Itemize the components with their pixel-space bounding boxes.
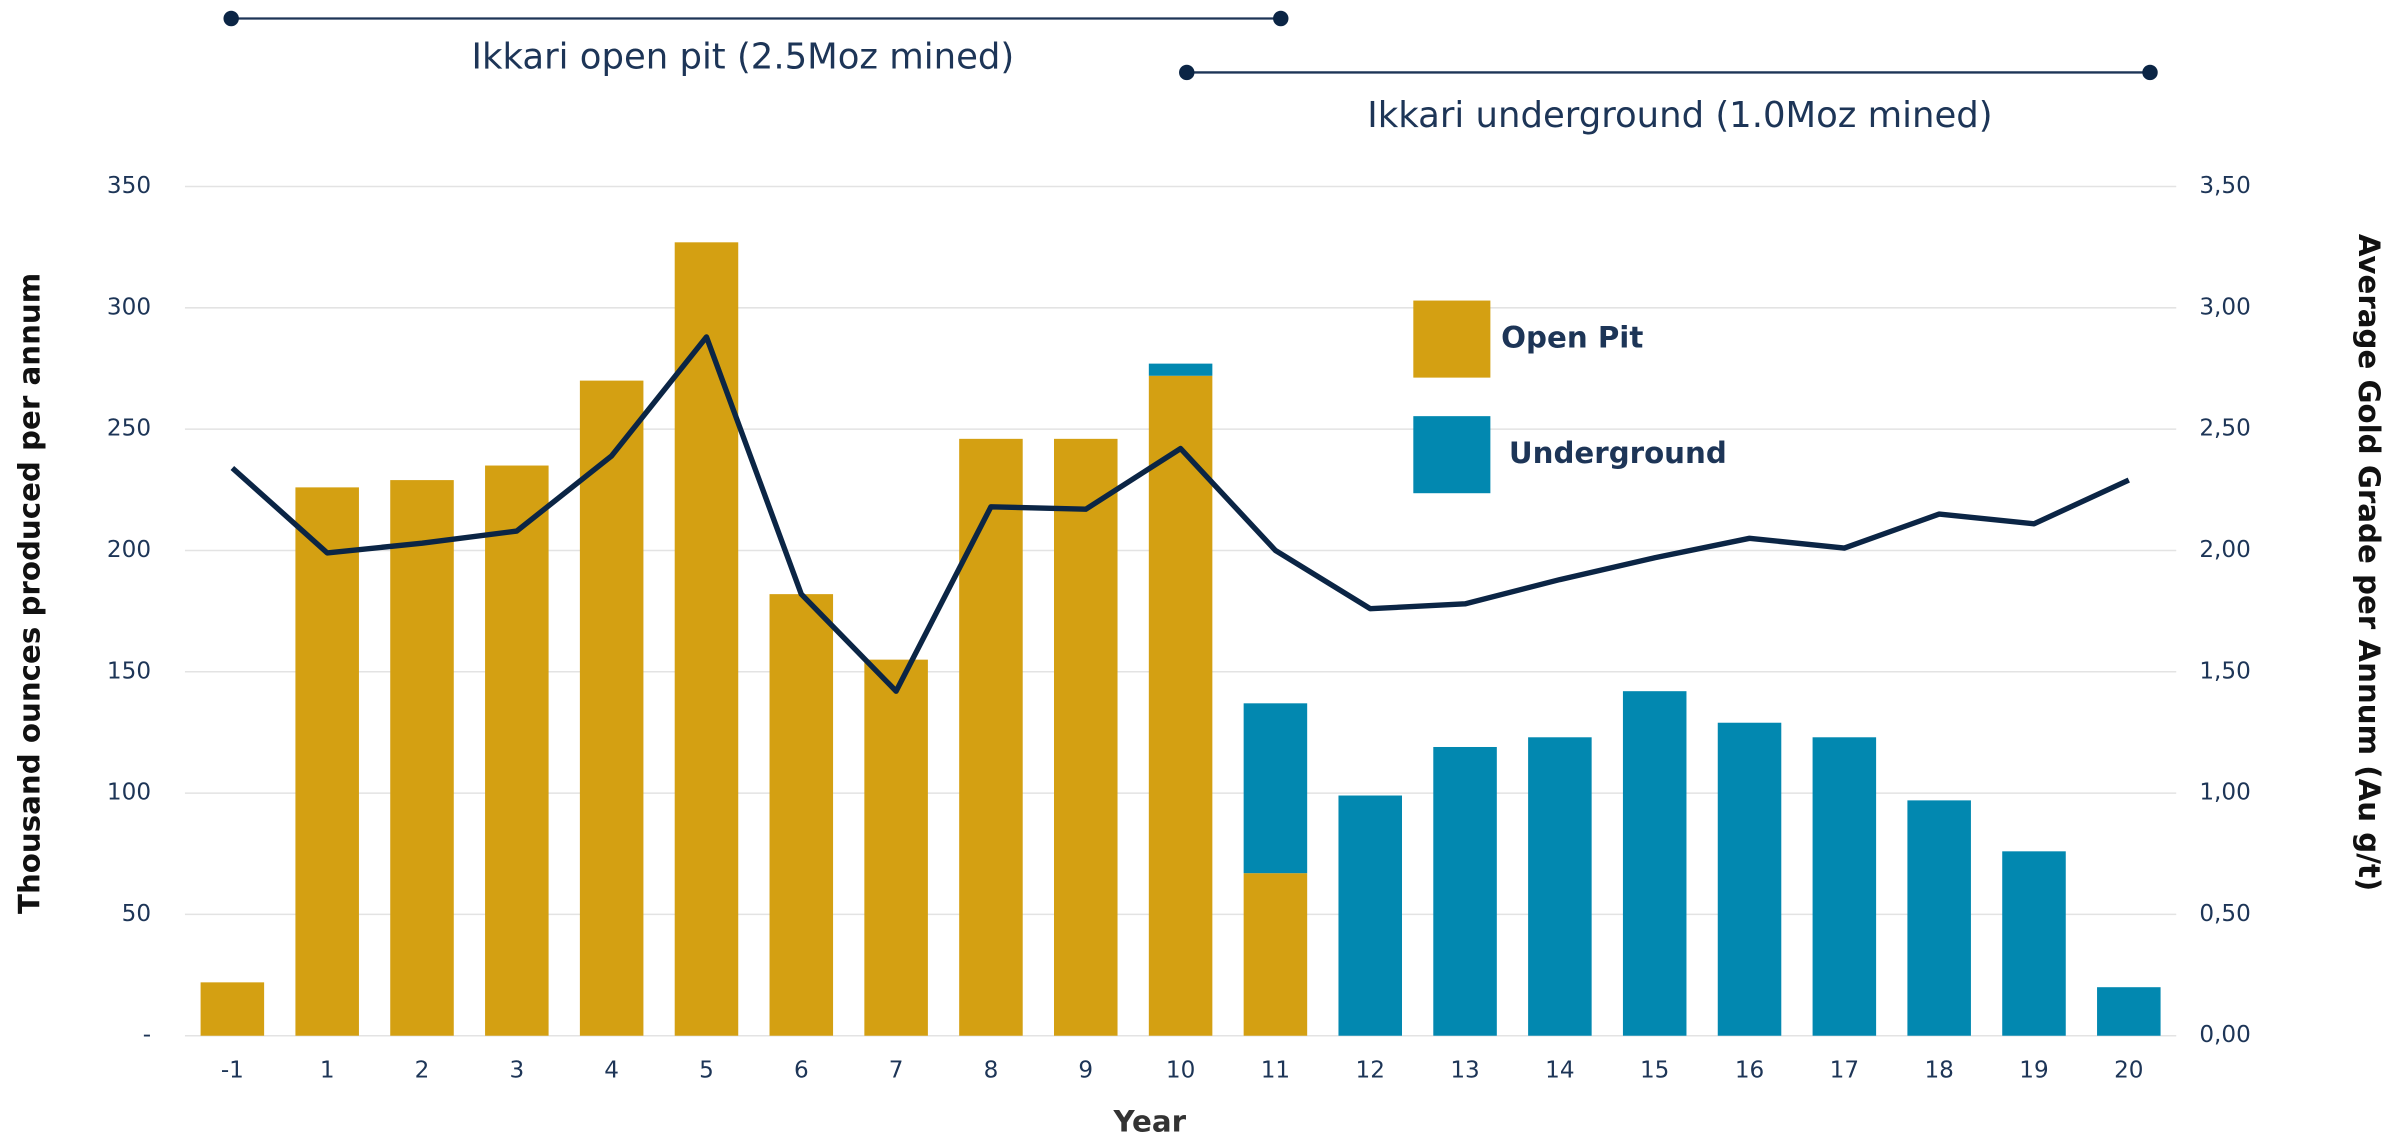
y-axis-label: Thousand ounces produced per annum — [12, 273, 46, 914]
legend-swatch — [1413, 300, 1491, 378]
bar — [390, 480, 454, 1036]
bar — [295, 487, 359, 1036]
y2-tick-label: 3,50 — [2199, 173, 2250, 199]
legend-label: Open Pit — [1501, 321, 1643, 355]
bar — [200, 982, 265, 1036]
bar — [864, 659, 928, 1036]
bracket-end — [1179, 64, 1195, 81]
y-tick-label: 50 — [122, 901, 151, 927]
bar — [2097, 987, 2161, 1036]
x-tick-label: 12 — [1356, 1058, 1385, 1084]
x-tick-label: -1 — [221, 1058, 244, 1084]
y-tick-label: 300 — [107, 294, 151, 320]
y-tick-label: 150 — [107, 658, 151, 684]
legend-label: Underground — [1509, 436, 1727, 470]
y2-tick-label: 0,00 — [2199, 1022, 2250, 1048]
bar — [1717, 722, 1782, 1036]
bar — [1528, 737, 1592, 1036]
bar — [1243, 873, 1308, 1036]
bar — [1338, 795, 1402, 1036]
bar — [579, 380, 644, 1036]
bar — [2002, 851, 2066, 1036]
x-tick-label: 6 — [794, 1058, 809, 1084]
bar — [1243, 703, 1308, 874]
bar — [1433, 746, 1497, 1036]
bar — [769, 594, 834, 1036]
x-tick-label: 10 — [1166, 1058, 1195, 1084]
x-tick-label: 16 — [1735, 1058, 1764, 1084]
y2-tick-label: 2,00 — [2199, 537, 2250, 563]
y-tick-label: 350 — [107, 173, 151, 199]
annotation: Ikkari underground (1.0Moz mined) — [1367, 95, 1992, 136]
annotation: Ikkari open pit (2.5Moz mined) — [472, 37, 1015, 78]
x-tick-label: 17 — [1830, 1058, 1859, 1084]
bracket-end — [1273, 10, 1289, 27]
x-tick-label: 19 — [2019, 1058, 2048, 1084]
x-tick-label: 11 — [1261, 1058, 1290, 1084]
x-tick-label: 9 — [1078, 1058, 1093, 1084]
x-axis-label: Year — [1112, 1104, 1186, 1135]
x-tick-label: 20 — [2114, 1058, 2143, 1084]
bar — [1053, 438, 1118, 1036]
y2-tick-label: 0,50 — [2199, 901, 2250, 927]
y2-tick-label: 1,50 — [2199, 658, 2250, 684]
y2-axis-label: Average Gold Grade per Annum (Au g/t) — [2352, 234, 2386, 892]
x-tick-label: 18 — [1924, 1058, 1953, 1084]
y-tick-label: 100 — [107, 780, 151, 806]
y2-tick-label: 1,00 — [2199, 780, 2250, 806]
annotation-underground: Ikkari underground (1.0Moz mined) — [1179, 64, 2158, 136]
bar — [959, 438, 1023, 1036]
x-tick-label: 3 — [509, 1058, 524, 1084]
x-tick-label: 14 — [1545, 1058, 1574, 1084]
y-tick-label: 200 — [107, 537, 151, 563]
x-tick-label: 1 — [320, 1058, 335, 1084]
bar — [485, 465, 549, 1036]
bar — [674, 242, 739, 1036]
x-tick-label: 4 — [604, 1058, 619, 1084]
x-tick-label: 5 — [699, 1058, 714, 1084]
bracket-end — [223, 10, 239, 27]
x-tick-label: 8 — [984, 1058, 999, 1084]
bar — [1622, 691, 1687, 1036]
bar — [1148, 363, 1213, 376]
y2-tick-label: 3,00 — [2199, 294, 2250, 320]
bar — [1812, 737, 1877, 1036]
bar — [1907, 800, 1971, 1036]
line — [230, 334, 2130, 694]
annotation-open-pit: Ikkari open pit (2.5Moz mined) — [223, 10, 1289, 78]
bar — [1148, 375, 1213, 1036]
x-tick-label: 15 — [1640, 1058, 1669, 1084]
y2-tick-label: 2,50 — [2199, 416, 2250, 442]
x-tick-label: 13 — [1450, 1058, 1479, 1084]
legend: Open Pit Underground — [1413, 300, 1727, 494]
bracket-end — [2142, 64, 2158, 81]
x-tick-label: 2 — [415, 1058, 430, 1084]
x-tick-label: 7 — [889, 1058, 904, 1084]
legend-swatch — [1413, 416, 1491, 494]
y-tick-label: - — [143, 1022, 151, 1048]
y-tick-label: 250 — [107, 416, 151, 442]
